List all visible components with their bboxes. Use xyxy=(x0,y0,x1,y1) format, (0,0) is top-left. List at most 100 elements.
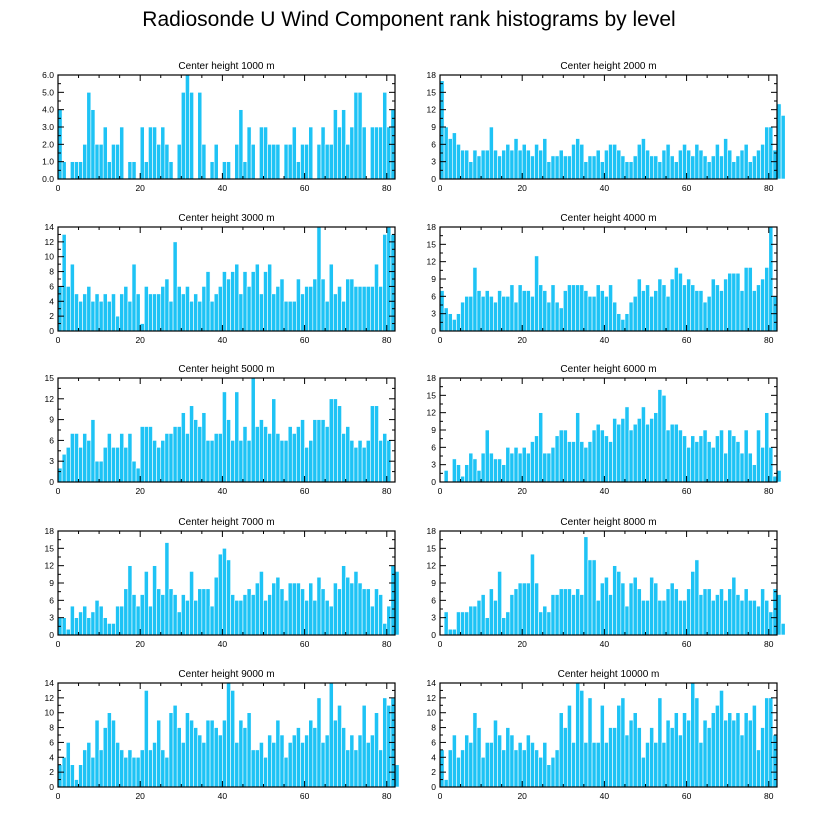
histogram-bar xyxy=(657,389,663,483)
histogram-bar xyxy=(562,155,568,180)
histogram-bar xyxy=(250,144,256,180)
histogram-bar xyxy=(209,300,215,332)
histogram-bar xyxy=(382,623,388,636)
panel-title: Center height 5000 m xyxy=(178,364,274,375)
histogram-bar xyxy=(185,286,190,332)
histogram-bar xyxy=(764,267,770,332)
histogram-bar xyxy=(386,126,392,180)
histogram-bar xyxy=(567,284,572,332)
histogram-bar xyxy=(127,565,133,636)
histogram-bar xyxy=(287,426,293,483)
histogram-bar xyxy=(665,144,671,180)
y-tick-label: 3 xyxy=(431,613,436,623)
histogram-bar xyxy=(591,742,597,788)
histogram-bar xyxy=(591,155,597,180)
histogram-bar xyxy=(370,126,375,180)
histogram-bar xyxy=(176,727,182,788)
histogram-bar xyxy=(764,412,770,483)
histogram-bar xyxy=(538,149,544,180)
histogram-bar xyxy=(370,405,375,483)
histogram-bar xyxy=(690,682,696,788)
histogram-bar xyxy=(123,588,129,636)
histogram-bar xyxy=(513,138,519,180)
x-tick-label: 60 xyxy=(682,335,692,345)
histogram-bar xyxy=(567,588,572,636)
histogram-bar xyxy=(489,742,494,788)
y-tick-label: 1.0 xyxy=(42,157,54,167)
histogram-bar xyxy=(180,412,186,483)
histogram-bar xyxy=(82,144,88,180)
histogram-bar xyxy=(357,734,363,788)
histogram-bar xyxy=(148,293,153,332)
histogram-bar xyxy=(756,605,761,636)
histogram-bar xyxy=(575,412,581,483)
y-tick-label: 8 xyxy=(49,267,54,277)
histogram-bar xyxy=(686,278,692,332)
histogram-bar xyxy=(365,588,371,636)
histogram-bar xyxy=(172,594,178,636)
histogram-bar xyxy=(472,267,478,332)
histogram-bar xyxy=(74,293,79,332)
histogram-bar xyxy=(98,300,104,332)
histogram-bar xyxy=(201,412,207,483)
histogram-bar xyxy=(271,582,277,636)
histogram-bar xyxy=(394,571,400,636)
x-tick-label: 40 xyxy=(218,639,228,649)
histogram-bar xyxy=(616,313,622,332)
histogram-bar xyxy=(542,742,548,788)
histogram-bar xyxy=(308,582,314,636)
histogram-bar xyxy=(509,452,515,483)
histogram-bar xyxy=(94,293,100,332)
histogram-bar xyxy=(468,605,474,636)
histogram-bar xyxy=(620,697,626,788)
histogram-bar xyxy=(341,109,346,180)
histogram-bar xyxy=(250,377,256,483)
histogram-bar xyxy=(107,712,112,788)
histogram-bar xyxy=(94,144,100,180)
histogram-bar xyxy=(624,313,630,332)
histogram-bar xyxy=(673,712,679,788)
histogram-bar xyxy=(226,161,231,180)
histogram-bar xyxy=(460,475,465,483)
histogram-bar xyxy=(394,764,400,788)
y-tick-label: 15 xyxy=(427,390,437,400)
histogram-bar xyxy=(234,600,240,636)
histogram-bar xyxy=(706,161,712,180)
y-tick-label: 6 xyxy=(431,139,436,149)
histogram-bar xyxy=(624,161,630,180)
histogram-bar xyxy=(661,149,667,180)
histogram-bar xyxy=(90,419,96,483)
histogram-panel: Center height 5000 m 0 20 40 60 80 0 3 6 9 12 15 xyxy=(45,364,396,496)
histogram-bar xyxy=(94,600,100,636)
histogram-bar xyxy=(682,600,687,636)
histogram-bar xyxy=(226,419,231,483)
histogram-bar xyxy=(587,559,593,636)
histogram-bar xyxy=(111,623,116,636)
histogram-bar xyxy=(102,447,108,483)
histogram-bar xyxy=(70,764,75,788)
histogram-bar xyxy=(534,582,539,636)
histogram-bar xyxy=(550,284,556,332)
x-tick-label: 0 xyxy=(56,183,61,193)
histogram-bar xyxy=(107,161,112,180)
histogram-bar xyxy=(238,440,244,483)
histogram-bar xyxy=(148,126,153,180)
histogram-bar xyxy=(300,144,305,180)
histogram-bar xyxy=(234,263,240,332)
histogram-bar xyxy=(238,109,244,180)
histogram-bar xyxy=(632,423,638,483)
y-tick-label: 4 xyxy=(49,296,54,306)
histogram-bar xyxy=(690,435,696,483)
histogram-bar xyxy=(558,588,564,636)
histogram-bar xyxy=(209,719,215,788)
histogram-bar xyxy=(320,742,326,788)
histogram-bar xyxy=(620,155,626,180)
histogram-bar xyxy=(139,426,145,483)
y-tick-label: 0.0 xyxy=(42,174,54,184)
histogram-bar xyxy=(164,144,170,180)
histogram-bar xyxy=(156,144,162,180)
histogram-bar xyxy=(706,727,712,788)
histogram-bar xyxy=(702,155,708,180)
x-tick-label: 80 xyxy=(382,486,392,496)
histogram-bar xyxy=(370,605,375,636)
